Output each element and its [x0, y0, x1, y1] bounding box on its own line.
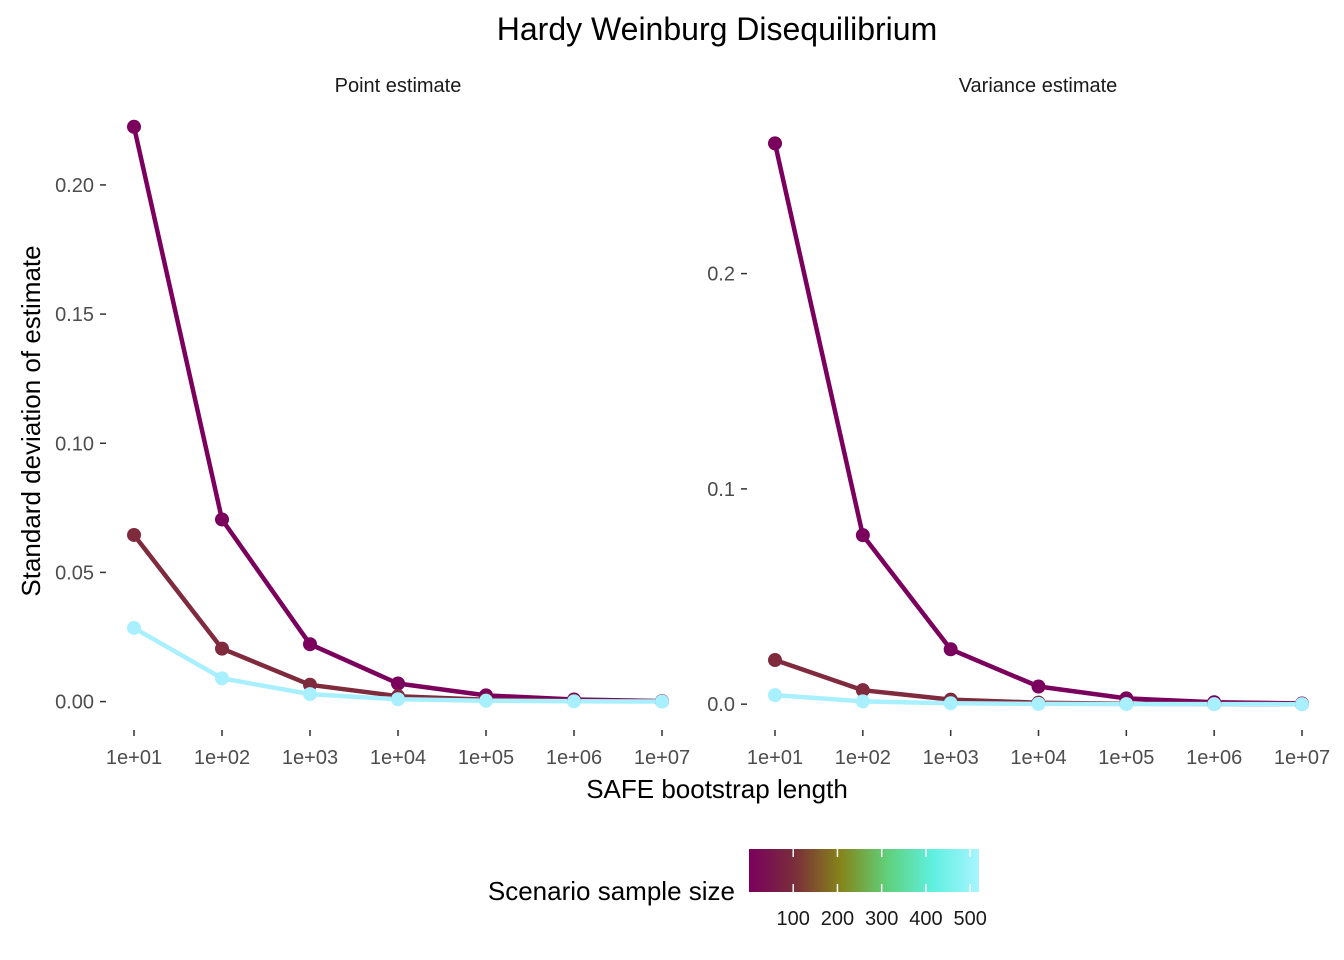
x-tick-label: 1e+04: [370, 747, 426, 769]
y-tick-label: 0.1: [707, 479, 735, 501]
legend-tick-label: 200: [821, 908, 854, 930]
x-tick-label: 1e+03: [282, 747, 338, 769]
chart-panels: Point estimate 0.00 0.05 0.10 0.15 0.20 1e+01 1…: [55, 75, 1330, 769]
data-point: [768, 136, 782, 151]
y-tick-label: 0.15: [55, 304, 94, 326]
x-tick-label: 1e+02: [835, 747, 891, 769]
data-point: [215, 512, 229, 527]
x-tick-label: 1e+01: [747, 747, 803, 769]
data-point: [1031, 696, 1046, 711]
legend-tick-label: 100: [777, 908, 810, 930]
data-point: [391, 692, 405, 707]
series-line: [131, 532, 665, 704]
data-point: [768, 688, 782, 703]
panel-1: Point estimate 0.00 0.05 0.10 0.15 0.20 1e+01 1…: [55, 75, 690, 769]
x-tick-label: 1e+03: [923, 747, 979, 769]
y-tick-label: 0.05: [55, 562, 94, 584]
x-tick-label: 1e+05: [1098, 747, 1154, 769]
legend-title: Scenario sample size: [488, 876, 735, 906]
y-axis-title: Standard deviation of estimate: [16, 245, 46, 596]
data-point: [943, 696, 958, 711]
x-tick-label: 1e+06: [1186, 747, 1242, 769]
data-point: [479, 693, 493, 708]
data-point: [567, 694, 581, 709]
y-tick-label: 0.0: [707, 694, 735, 716]
x-tick-label: 1e+07: [634, 747, 690, 769]
data-point: [127, 620, 141, 635]
data-point: [303, 637, 317, 652]
data-point: [855, 528, 870, 543]
legend-tick-label: 300: [865, 908, 898, 930]
data-point: [1119, 697, 1134, 712]
data-point: [215, 641, 229, 656]
y-tick-label: 0.20: [55, 175, 94, 197]
y-tick-label: 0.00: [55, 692, 94, 714]
panel-2: Variance estimate 0.0 0.1 0.2 1e+01 1e+02 1e+0…: [707, 75, 1330, 769]
data-point: [303, 687, 317, 702]
x-tick-label: 1e+01: [106, 747, 162, 769]
data-point: [127, 527, 141, 542]
series-line: [772, 141, 1305, 706]
data-point: [1295, 697, 1309, 712]
x-tick-label: 1e+05: [458, 747, 514, 769]
legend-tick-label: 400: [909, 908, 942, 930]
data-point: [127, 119, 141, 134]
data-point: [1031, 679, 1046, 694]
x-tick-label: 1e+07: [1274, 747, 1330, 769]
chart-title: Hardy Weinburg Disequilibrium: [497, 11, 937, 47]
data-point: [655, 694, 669, 709]
data-point: [943, 642, 958, 657]
data-point: [391, 676, 405, 691]
x-tick-label: 1e+02: [194, 747, 250, 769]
data-point: [215, 671, 229, 686]
panel-strip-label: Point estimate: [335, 75, 462, 97]
data-point: [1207, 697, 1222, 712]
data-point: [768, 653, 782, 668]
x-tick-label: 1e+04: [1010, 747, 1066, 769]
panel-strip-label: Variance estimate: [959, 75, 1118, 97]
data-point: [855, 694, 870, 709]
legend: Scenario sample size 100 200 300 400 500: [488, 849, 987, 930]
series-line: [131, 124, 665, 704]
legend-colorbar: [749, 849, 979, 892]
legend-tick-label: 500: [953, 908, 986, 930]
x-axis-title: SAFE bootstrap length: [586, 774, 848, 804]
data-point: [855, 683, 870, 698]
x-tick-label: 1e+06: [546, 747, 602, 769]
y-tick-label: 0.10: [55, 433, 94, 455]
y-tick-label: 0.2: [707, 264, 735, 286]
